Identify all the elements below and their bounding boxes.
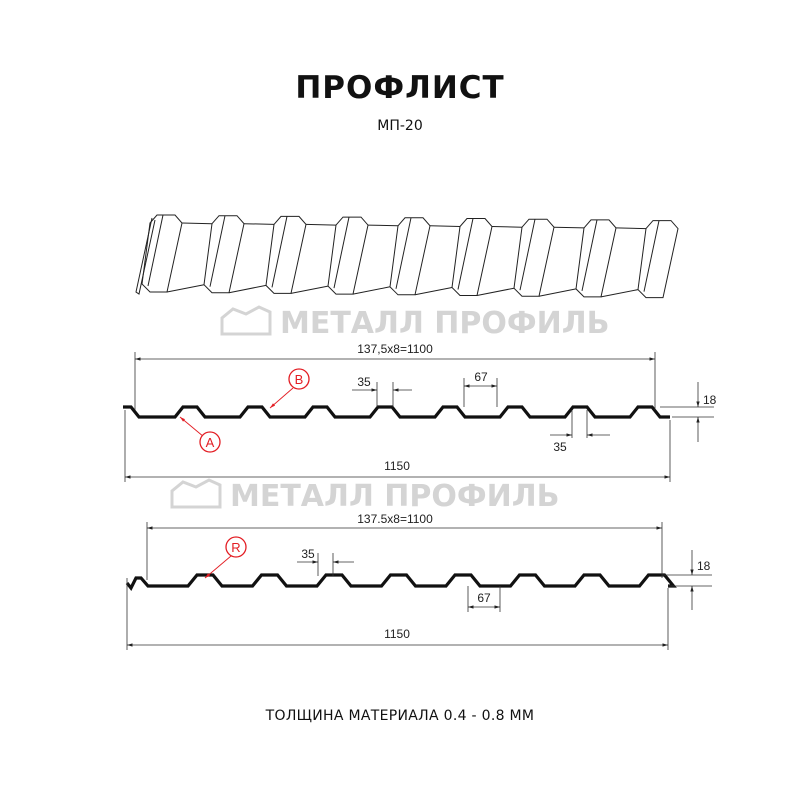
sheet-flat-edge <box>600 289 639 298</box>
crest-dimension-a: 35 <box>357 375 371 389</box>
crest-pitch-dimension-a: 67 <box>474 370 488 384</box>
sheet-rib-edge <box>581 219 598 292</box>
height-dimension-a: 18 <box>703 393 717 407</box>
sheet-rib <box>141 214 183 293</box>
sheet-rib-edge <box>147 214 164 287</box>
sheet-flat-edge <box>429 225 461 227</box>
pitch-dimension-a: 137,5x8=1100 <box>357 342 433 356</box>
watermark-2: МЕТАЛЛ ПРОФИЛЬ <box>170 478 560 514</box>
sheet-flat-edge <box>538 288 577 297</box>
sheet-flat-edge <box>243 223 275 225</box>
pitch-dimension-b: 137.5x8=1100 <box>357 512 433 526</box>
sheet-rib-edge <box>333 216 350 289</box>
sheet-rib-edge <box>209 215 226 287</box>
sheet-rib <box>327 216 369 295</box>
sheet-rib <box>637 220 679 299</box>
sheet-rib <box>203 215 245 294</box>
profile-a: 137,5x8=1100 1150 35 67 35 18 B A <box>123 342 717 482</box>
sheet-rib <box>265 215 307 294</box>
sheet-flat-edge <box>476 287 515 296</box>
watermark-text-2: МЕТАЛЛ ПРОФИЛЬ <box>230 479 560 514</box>
profile-b-line <box>125 573 677 591</box>
profile-b: 137.5x8=1100 1150 35 67 18 R <box>125 512 712 650</box>
height-dimension-b: 18 <box>697 559 711 573</box>
sheet-flat-edge <box>290 285 329 294</box>
sheet-flat-edge <box>181 222 213 225</box>
callout-r: R <box>231 540 240 555</box>
profile-a-line <box>123 405 670 419</box>
callout-b: B <box>295 372 304 387</box>
watermark-logo-icon <box>170 478 222 509</box>
sheet-3d-view <box>135 214 679 299</box>
material-thickness-note: ТОЛЩИНА МАТЕРИАЛА 0.4 - 0.8 ММ <box>265 708 535 724</box>
crest-dimension-b: 35 <box>301 547 315 561</box>
watermark-1: МЕТАЛЛ ПРОФИЛЬ <box>220 305 610 341</box>
sheet-flat-edge <box>166 284 205 293</box>
sheet-flat-edge <box>228 284 267 294</box>
sheet-rib-edge <box>457 218 474 290</box>
sheet-flat-edge <box>553 226 585 229</box>
sheet-flat-edge <box>615 227 647 230</box>
sheet-rib <box>575 219 617 298</box>
watermark-logo-icon <box>220 305 272 336</box>
sheet-rib-edge <box>271 216 288 288</box>
sheet-rib-edge <box>395 217 412 289</box>
sheet-rib <box>451 218 493 296</box>
trough-dimension-a: 35 <box>553 440 567 454</box>
sheet-end-edge <box>135 217 156 295</box>
sheet-rib <box>513 218 555 297</box>
sheet-rib-edge <box>643 220 660 292</box>
sheet-flat-edge <box>367 224 399 227</box>
page-subtitle: МП-20 <box>377 118 423 134</box>
trough-dimension-b: 67 <box>477 591 491 605</box>
sheet-rib <box>389 217 431 296</box>
sheet-flat-edge <box>491 226 523 228</box>
width-dimension-b: 1150 <box>384 627 410 641</box>
watermark-text-1: МЕТАЛЛ ПРОФИЛЬ <box>280 306 610 341</box>
sheet-flat-edge <box>414 287 453 296</box>
sheet-rib-edge <box>519 219 536 291</box>
sheet-flat-edge <box>352 286 391 295</box>
width-dimension-a: 1150 <box>384 459 410 473</box>
callout-a: A <box>206 435 215 450</box>
page-title: ПРОФЛИСТ <box>295 70 505 106</box>
sheet-flat-edge <box>305 223 337 226</box>
